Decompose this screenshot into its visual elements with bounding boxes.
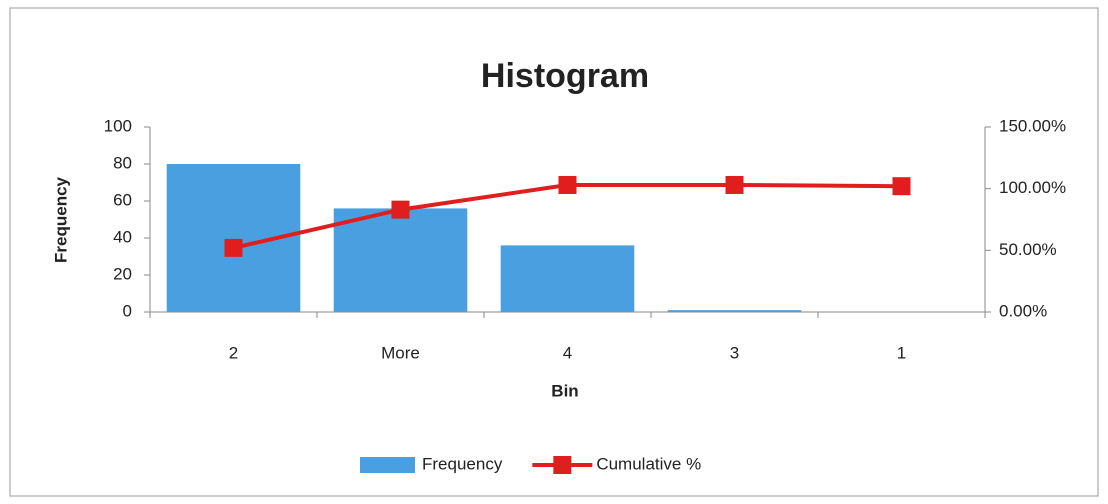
- chart-title: Histogram: [481, 57, 649, 95]
- legend-label: Frequency: [422, 454, 503, 473]
- y-axis-title: Frequency: [51, 176, 70, 263]
- legend-swatch: [360, 457, 415, 473]
- y2-tick-label: 50.00%: [999, 240, 1057, 259]
- y-tick-label: 100: [104, 116, 132, 135]
- y2-tick-label: 0.00%: [999, 301, 1047, 320]
- x-tick-label: More: [381, 343, 420, 362]
- line-marker: [558, 175, 577, 194]
- line-marker: [224, 238, 243, 257]
- line-marker: [892, 177, 911, 196]
- x-axis-title: Bin: [551, 381, 578, 400]
- bar: [500, 245, 635, 312]
- line-marker: [725, 175, 744, 194]
- y-tick-label: 60: [113, 190, 132, 209]
- y2-tick-label: 150.00%: [999, 116, 1066, 135]
- y-tick-label: 20: [113, 264, 132, 283]
- bar: [333, 208, 468, 312]
- line-marker: [391, 200, 410, 219]
- x-tick-label: 3: [730, 343, 739, 362]
- x-tick-label: 4: [563, 343, 572, 362]
- legend-swatch: [553, 456, 572, 474]
- x-tick-label: 1: [897, 343, 906, 362]
- y-tick-label: 80: [113, 153, 132, 172]
- legend-label: Cumulative %: [596, 454, 701, 473]
- x-tick-label: 2: [229, 343, 238, 362]
- y-tick-label: 40: [113, 227, 132, 246]
- y-tick-label: 0: [123, 301, 132, 320]
- y2-tick-label: 100.00%: [999, 178, 1066, 197]
- bar: [667, 310, 802, 312]
